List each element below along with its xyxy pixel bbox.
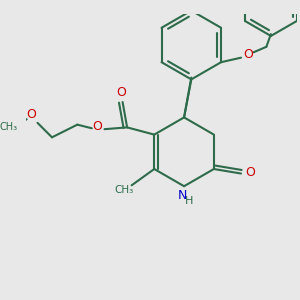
Text: CH₃: CH₃ [0,122,18,132]
Text: O: O [92,120,102,133]
Text: O: O [26,108,36,121]
Text: O: O [245,166,255,179]
Text: H: H [185,196,194,206]
Text: O: O [116,86,126,100]
Text: CH₃: CH₃ [115,185,134,195]
Text: O: O [243,47,253,61]
Text: N: N [178,189,187,202]
